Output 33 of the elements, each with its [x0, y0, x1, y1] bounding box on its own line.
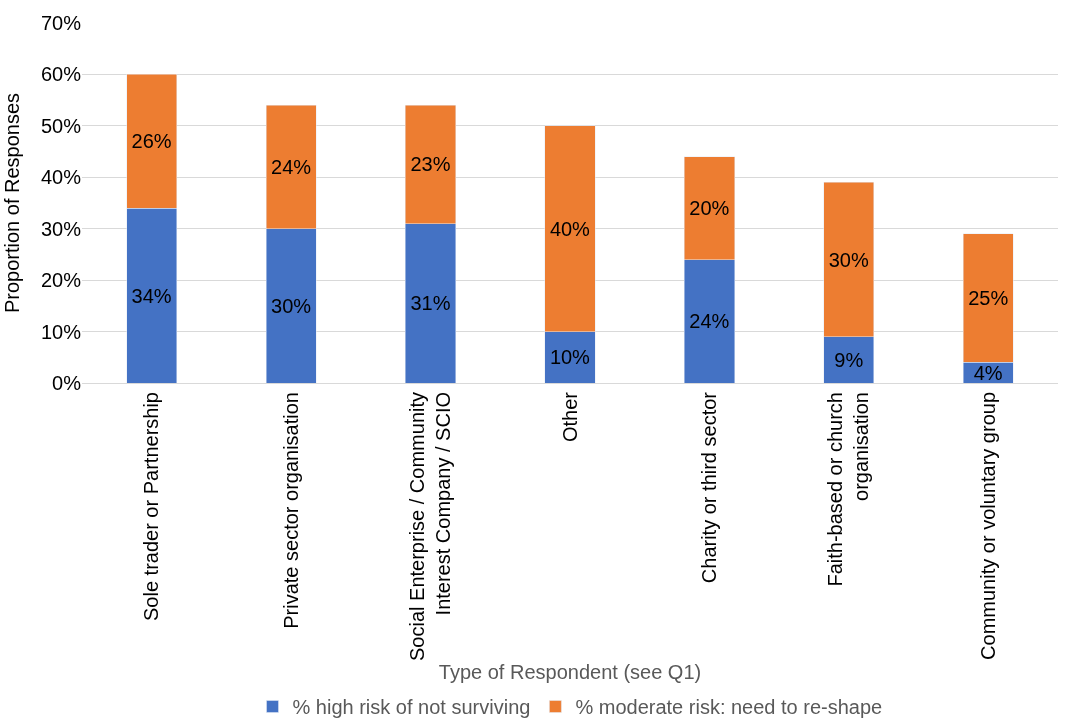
legend-label: % high risk of not surviving — [292, 696, 531, 719]
y-tick-label: 60% — [40, 63, 82, 86]
y-axis-title: Proportion of Responses — [1, 92, 24, 314]
legend-label: % moderate risk: need to re-shape — [575, 696, 883, 719]
y-tick-label: 0% — [52, 372, 82, 394]
y-tick-label: 10% — [40, 320, 82, 343]
x-tick-label: Faith-based or church organisation — [824, 392, 873, 587]
data-label: 9% — [834, 348, 864, 371]
y-tick-label: 40% — [40, 166, 82, 189]
data-label: 30% — [828, 248, 869, 271]
data-label: 10% — [549, 346, 591, 369]
x-tick-label: Community or voluntary group — [976, 392, 999, 660]
x-tick-label: Social Enterprise / Community Interest Company / SCIO — [406, 392, 455, 661]
data-label: 26% — [131, 130, 172, 153]
data-label: 24% — [689, 310, 730, 333]
data-label: 25% — [968, 287, 1009, 310]
data-label: 24% — [271, 156, 312, 178]
data-label: 40% — [549, 217, 591, 240]
y-tick-label: 50% — [40, 114, 82, 137]
x-tick-label: Other — [558, 391, 581, 443]
x-axis-title: Type of Respondent (see Q1) — [438, 660, 702, 683]
y-tick-label: 20% — [40, 269, 82, 292]
x-tick-label: Private sector organisation — [279, 392, 302, 629]
data-label: 34% — [131, 284, 172, 307]
data-label: 20% — [689, 197, 730, 220]
x-tick-label: Charity or third sector — [697, 391, 720, 584]
data-label: 31% — [410, 292, 451, 315]
data-label: 30% — [271, 294, 312, 317]
data-label: 23% — [410, 153, 451, 176]
x-tick-label: Sole trader or Partnership — [140, 392, 163, 622]
y-tick-label: 30% — [40, 217, 82, 240]
y-tick-label: 70% — [40, 12, 82, 34]
data-label: 4% — [973, 361, 1003, 384]
